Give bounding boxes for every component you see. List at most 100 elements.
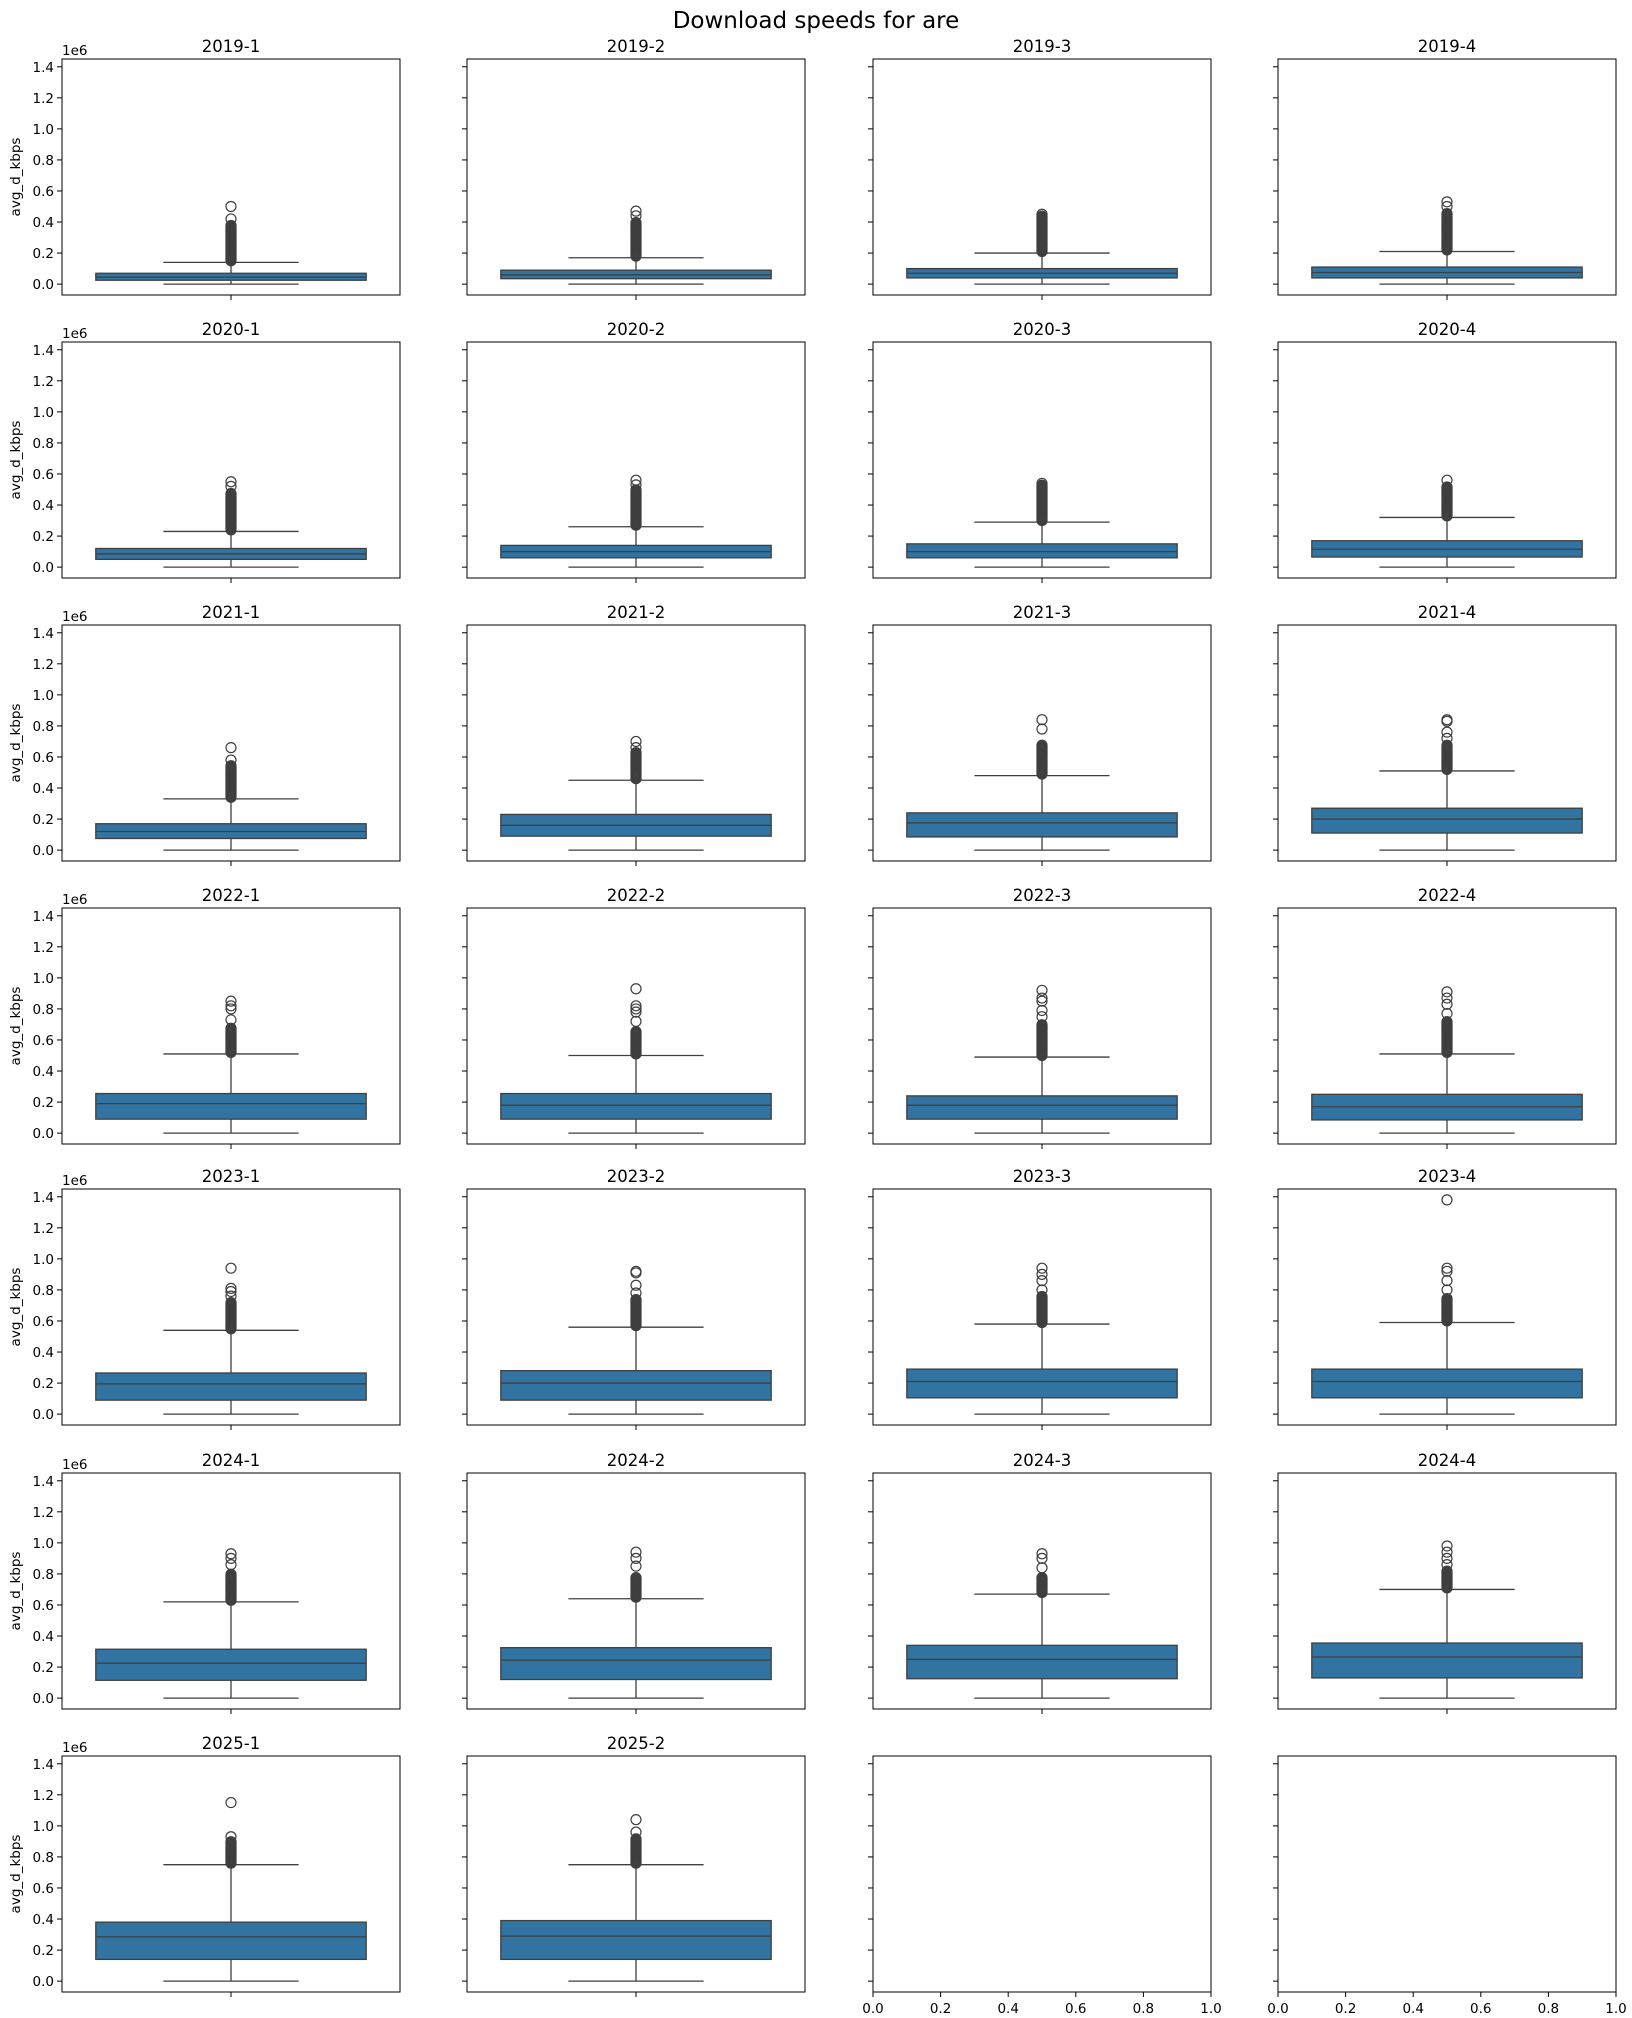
axes-frame xyxy=(872,1755,1212,1993)
y-tick-label: 0.0 xyxy=(33,560,54,576)
outlier-point xyxy=(630,1546,642,1558)
outliers xyxy=(630,474,642,531)
outlier-point xyxy=(1441,196,1453,208)
box xyxy=(95,1372,367,1401)
y-tick-label: 0.8 xyxy=(33,1567,54,1583)
outliers xyxy=(225,995,237,1058)
outlier-point xyxy=(1441,208,1453,220)
outlier-point xyxy=(1441,1552,1453,1564)
axes-frame xyxy=(466,624,806,862)
x-tick-label: 0.6 xyxy=(1470,2001,1491,2017)
outlier-point xyxy=(1036,1284,1048,1296)
outlier-point xyxy=(1036,1552,1048,1564)
subplot: 2023-2 xyxy=(462,1167,806,1430)
outlier-point xyxy=(630,1293,642,1306)
subplot: 2024-3 xyxy=(868,1451,1212,1714)
subplot-title: 2021-1 xyxy=(202,603,260,622)
outlier-point xyxy=(1441,726,1453,738)
subplot: 0.0 0.2 0.4 0.6 0.8 1.0 1.2 1.4 1e6 avg_d_kbps 202… xyxy=(8,1734,401,1997)
outlier-point xyxy=(225,480,237,492)
subplot: 2025-2 xyxy=(462,1734,806,1997)
outlier-point xyxy=(1036,1268,1048,1280)
outlier-point xyxy=(225,1014,237,1026)
outlier-point xyxy=(630,1814,642,1826)
x-tick-label: 0.2 xyxy=(930,2001,951,2017)
y-tick-label: 1.0 xyxy=(33,1819,54,1835)
axes-frame xyxy=(872,341,1212,579)
outlier-point xyxy=(1441,1284,1453,1296)
subplot-title: 2023-4 xyxy=(1418,1167,1476,1186)
outlier-point xyxy=(630,474,642,486)
y-tick-label: 0.8 xyxy=(33,719,54,735)
axes-frame xyxy=(466,1472,806,1710)
outlier-point xyxy=(630,1552,642,1564)
outlier-point xyxy=(225,1559,237,1571)
y-tick-label: 1.4 xyxy=(33,909,54,925)
subplot-title: 2021-2 xyxy=(607,603,665,622)
y-tick-label: 0.4 xyxy=(33,1064,54,1080)
axes-frame xyxy=(872,907,1212,1145)
y-tick-label: 0.4 xyxy=(33,1629,54,1645)
axes-frame xyxy=(1277,907,1617,1145)
y-tick-label: 0.6 xyxy=(33,1881,54,1897)
y-tick-label: 0.6 xyxy=(33,1598,54,1614)
x-tick-label: 0.0 xyxy=(862,2001,883,2017)
outlier-point xyxy=(1441,1275,1453,1287)
box xyxy=(1311,807,1583,834)
y-tick-label: 0.8 xyxy=(33,1850,54,1866)
subplot-title: 2019-1 xyxy=(202,37,260,56)
outliers xyxy=(225,1796,237,1869)
outlier-point xyxy=(225,476,237,488)
outliers xyxy=(630,735,642,785)
y-offset-label: 1e6 xyxy=(62,1740,87,1756)
axes-frame xyxy=(61,907,401,1145)
box xyxy=(500,1092,772,1120)
outlier-point xyxy=(225,1831,237,1843)
y-tick-label: 0.6 xyxy=(33,1033,54,1049)
outlier-point xyxy=(630,1287,642,1299)
y-tick-label: 1.0 xyxy=(33,405,54,421)
outlier-point xyxy=(225,213,237,225)
outlier-point xyxy=(630,742,642,754)
outlier-point xyxy=(225,1548,237,1560)
outliers xyxy=(1036,208,1048,258)
x-tick-label: 1.0 xyxy=(1200,2001,1221,2017)
outlier-point xyxy=(1036,984,1048,996)
y-tick-label: 0.2 xyxy=(33,1376,54,1392)
y-offset-label: 1e6 xyxy=(62,609,87,625)
outlier-point xyxy=(1441,1559,1453,1571)
box xyxy=(500,1370,772,1401)
axes-frame xyxy=(1277,341,1617,579)
subplot: 0.0 0.2 0.4 0.6 0.8 1.0 1.2 1.4 1e6 avg_d_kbps 202… xyxy=(8,320,401,583)
outlier-point xyxy=(1441,1565,1453,1577)
outlier-point xyxy=(630,1833,642,1845)
outliers xyxy=(1036,714,1048,780)
outliers xyxy=(1441,714,1453,775)
outlier-point xyxy=(1036,1562,1048,1574)
y-tick-label: 1.0 xyxy=(33,688,54,704)
subplot-title: 2020-1 xyxy=(202,320,260,339)
outliers xyxy=(630,983,642,1060)
y-tick-label: 0.2 xyxy=(33,1943,54,1959)
subplot: 0.0 0.2 0.4 0.6 0.8 1.0 1.2 1.4 1e6 avg_d_kbps 202… xyxy=(8,1451,401,1714)
outlier-point xyxy=(225,1003,237,1015)
subplot-title: 2021-4 xyxy=(1418,603,1476,622)
outlier-point xyxy=(1036,208,1048,220)
x-tick-label: 0.4 xyxy=(1402,2001,1423,2017)
box xyxy=(906,812,1178,838)
outlier-point xyxy=(1441,714,1453,726)
y-tick-label: 0.0 xyxy=(33,277,54,293)
y-tick-label: 0.2 xyxy=(33,1095,54,1111)
axes-frame xyxy=(1277,1472,1617,1710)
outlier-point xyxy=(630,217,642,229)
y-axis-label: avg_d_kbps xyxy=(8,138,24,217)
axes-frame xyxy=(872,624,1212,862)
subplot: 2024-4 xyxy=(1273,1451,1617,1714)
subplot: 2024-2 xyxy=(462,1451,806,1714)
axes-frame xyxy=(466,1755,806,1993)
outlier-point xyxy=(1036,1290,1048,1303)
subplot: 2022-4 xyxy=(1273,886,1617,1149)
axes-frame xyxy=(466,1188,806,1426)
subplot-title: 2020-4 xyxy=(1418,320,1476,339)
outlier-point xyxy=(225,1796,237,1809)
